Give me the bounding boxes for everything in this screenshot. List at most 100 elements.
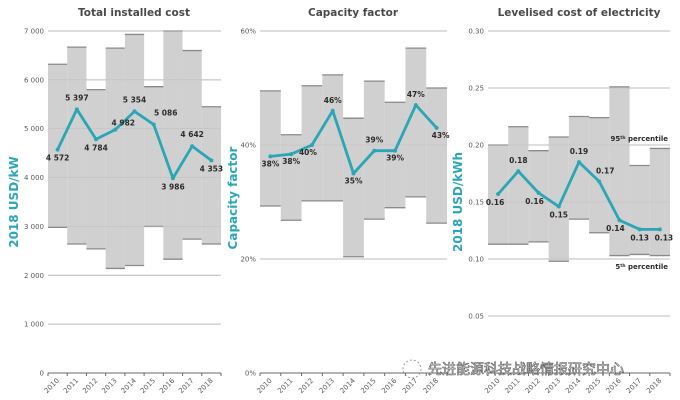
y-tick-label: 2 000: [24, 272, 44, 280]
data-point: [556, 204, 561, 209]
y-tick-label: 0.25: [468, 85, 484, 93]
data-point: [190, 144, 195, 149]
panel-levelised-cost: Levelised cost of electricity 2018 USD/k…: [451, 7, 673, 395]
data-point: [309, 143, 314, 147]
p95-number: 95: [610, 135, 620, 143]
percentile-band-bar: [589, 117, 610, 233]
watermark-text: 先进能源科技战略情报研究中心: [428, 362, 624, 378]
y-axis-label: 2018 USD/kWh: [451, 152, 465, 252]
data-label: 4 642: [180, 130, 204, 139]
x-tick-label: 2013: [318, 377, 336, 395]
percentile-band-bar: [629, 165, 650, 255]
percentile-band-bar: [124, 34, 145, 266]
data-point: [516, 169, 521, 174]
percentile-bands: [260, 47, 447, 258]
y-tick-label: 0.05: [468, 313, 484, 321]
y-tick-label: 4 000: [24, 174, 44, 182]
y-axis-label: 2018 USD/kW: [7, 156, 21, 248]
y-tick-label: 5 000: [24, 125, 44, 133]
data-label: 5 397: [65, 93, 89, 102]
y-axis-label: Capacity factor: [226, 146, 240, 249]
data-point: [434, 125, 439, 130]
x-tick-label: 2017: [177, 377, 195, 395]
x-tick-label: 2018: [422, 377, 440, 395]
percentile-band-bar: [48, 64, 68, 228]
x-tick-label: 2013: [100, 377, 118, 395]
watermark-logo-icon: [402, 359, 422, 379]
data-label: 0.17: [596, 166, 615, 175]
data-point: [413, 103, 418, 108]
x-tick-label: 2018: [645, 377, 663, 395]
x-tick-label: 2015: [359, 377, 377, 395]
data-label: 0.19: [570, 147, 589, 156]
chart-title: Levelised cost of electricity: [498, 7, 661, 19]
p95-sup: th: [620, 135, 625, 141]
y-tick-label: 60%: [240, 28, 256, 36]
y-tick-label: 7 000: [24, 28, 44, 36]
data-point: [170, 176, 175, 181]
watermark: 先进能源科技战略情报研究中心: [402, 359, 624, 379]
percentile-bands: [48, 30, 221, 270]
y-tick-label: 0.10: [468, 256, 484, 264]
data-point: [577, 160, 581, 165]
y-tick-label: 0.20: [468, 142, 484, 150]
data-label: 0.13: [630, 233, 649, 242]
data-point: [113, 127, 118, 132]
data-label: 38%: [282, 157, 300, 166]
y-tick-label: 0: [40, 370, 44, 378]
data-point: [617, 218, 622, 223]
data-label: 0.15: [550, 211, 569, 220]
data-label: 5 086: [154, 109, 178, 118]
data-label: 40%: [299, 148, 317, 157]
data-label: 0.16: [486, 198, 505, 207]
y-tick-label: 0%: [245, 370, 256, 378]
data-label: 4 784: [84, 143, 108, 152]
x-tick-label: 2010: [483, 377, 501, 395]
data-label: 5 354: [123, 95, 147, 104]
p95-text: percentile: [626, 135, 669, 143]
data-point: [496, 192, 501, 197]
y-tick-label: 40%: [240, 142, 256, 150]
p5-text: percentile: [626, 263, 669, 271]
y-tick-label: 6 000: [24, 76, 44, 84]
x-tick-label: 2013: [544, 377, 562, 395]
percentile-band-bar: [260, 90, 281, 206]
data-point: [536, 190, 541, 195]
data-label: 39%: [365, 136, 383, 145]
percentile-band-bar: [426, 88, 447, 224]
data-point: [351, 171, 356, 176]
y-tick-label: 0.15: [468, 199, 484, 207]
data-label: 4 982: [112, 119, 136, 128]
data-label: 39%: [386, 154, 404, 163]
percentile-band-bar: [322, 74, 344, 201]
x-tick-label: 2018: [197, 377, 215, 395]
p5-annotation: 5th percentile: [615, 263, 668, 272]
data-label: 43%: [432, 131, 450, 140]
data-point: [132, 109, 137, 114]
data-point: [268, 154, 273, 159]
data-label: 35%: [345, 177, 363, 186]
y-tick-label: 1 000: [24, 321, 44, 329]
data-point: [55, 147, 60, 152]
x-tick-label: 2017: [625, 377, 643, 395]
percentile-band-bar: [568, 116, 590, 220]
percentile-band-bar: [163, 31, 183, 260]
x-tick-label: 2014: [339, 376, 358, 395]
x-tick-label: 2011: [503, 377, 521, 395]
data-label: 46%: [324, 96, 342, 105]
data-point: [657, 227, 662, 232]
panel-capacity-factor: Capacity factor Capacity factor 0% 20% 40%…: [226, 7, 450, 395]
panel-total-installed-cost: Total installed cost 2018 USD/kW 0 1 000 2…: [7, 7, 223, 395]
x-tick-label: 2010: [43, 377, 61, 395]
data-label: 0.13: [655, 233, 674, 242]
data-point: [289, 152, 294, 157]
x-tick-label: 2016: [380, 376, 399, 395]
x-tick-label: 2015: [584, 377, 602, 395]
data-label: 38%: [261, 159, 279, 168]
percentile-band-bar: [86, 89, 106, 249]
x-tick-label: 2016: [605, 376, 624, 395]
percentile-band-bar: [508, 126, 529, 245]
x-tick-label: 2014: [120, 376, 139, 395]
data-point: [393, 148, 398, 153]
